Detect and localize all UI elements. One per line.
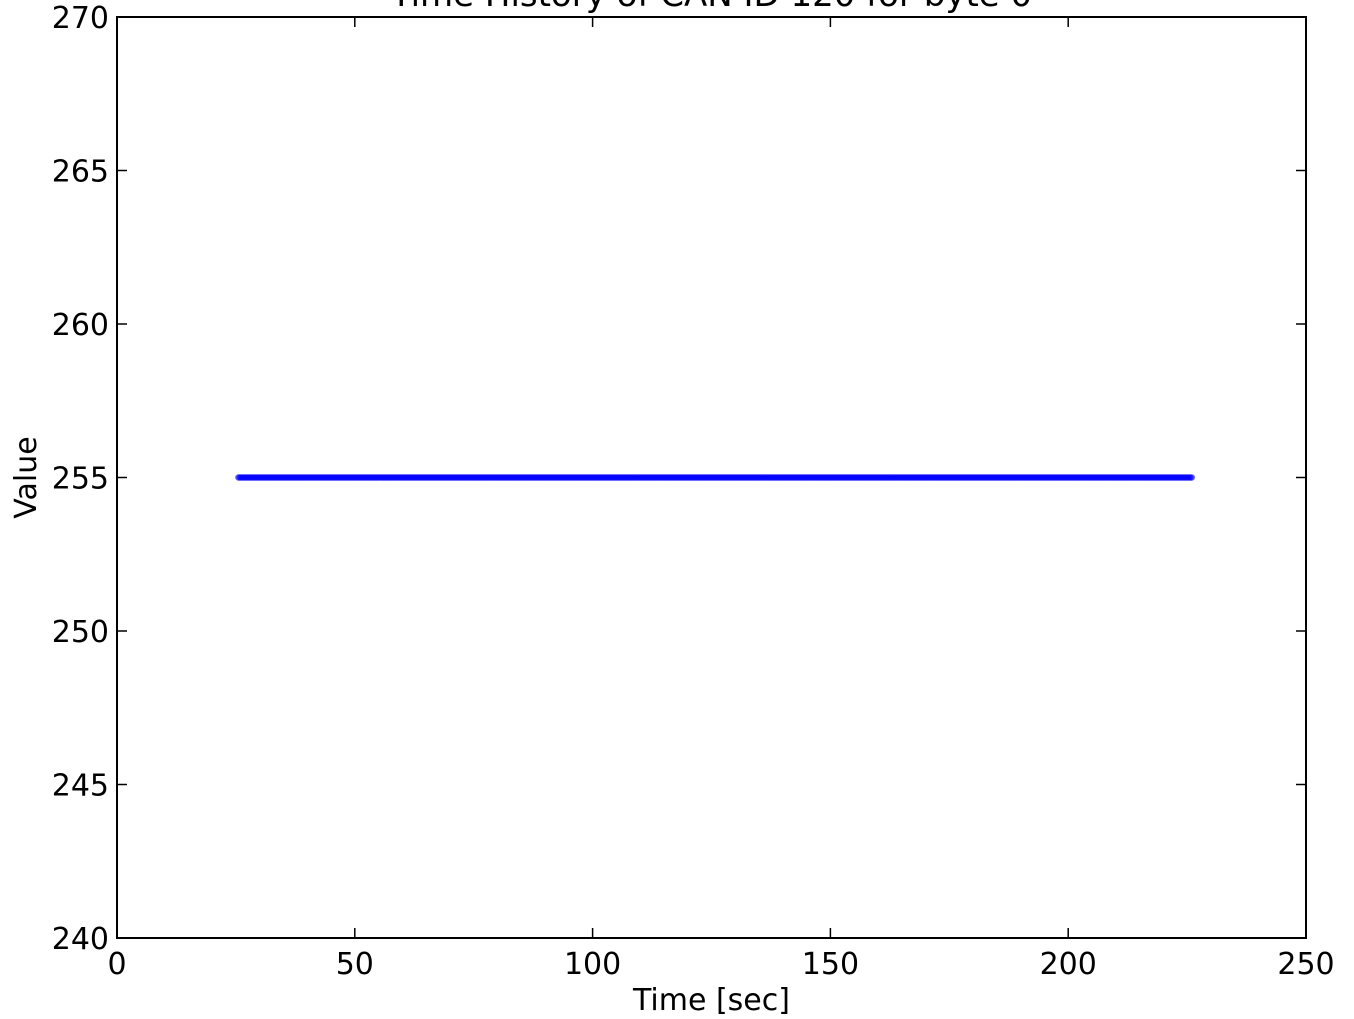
x-tick-label: 250: [1277, 947, 1334, 982]
y-tick-label: 240: [52, 922, 109, 957]
chart-title: Time History of CAN ID 120 for byte 0: [390, 0, 1032, 15]
data-point: [1188, 474, 1196, 481]
y-tick-label: 245: [52, 769, 109, 804]
data-series: [235, 474, 1196, 481]
y-tick-label: 250: [52, 615, 109, 650]
axis-ticks: 0 50 100 150 200 250 240 245 250 255 260 265 270: [52, 1, 1335, 982]
y-axis-label: Value: [9, 436, 44, 518]
x-tick-label: 150: [802, 947, 859, 982]
y-tick-label: 270: [52, 1, 109, 36]
x-tick-label: 200: [1040, 947, 1097, 982]
y-tick-label: 265: [52, 155, 109, 190]
plot-frame: [116, 16, 1307, 939]
x-tick-label: 100: [564, 947, 621, 982]
x-tick-label: 0: [107, 947, 126, 982]
x-axis-label: Time [sec]: [632, 983, 790, 1018]
y-tick-label: 260: [52, 308, 109, 343]
y-tick-label: 255: [52, 462, 109, 497]
x-tick-label: 50: [336, 947, 374, 982]
